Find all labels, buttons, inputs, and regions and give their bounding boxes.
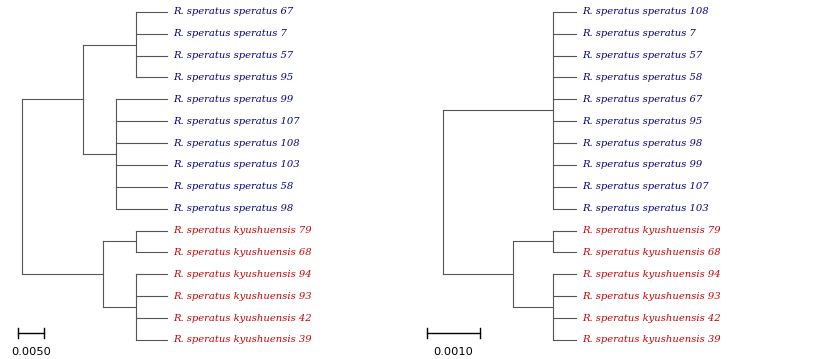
Text: R. speratus speratus 95: R. speratus speratus 95 [173, 73, 292, 82]
Text: R. speratus kyushuensis 79: R. speratus kyushuensis 79 [581, 226, 720, 235]
Text: R. speratus speratus 103: R. speratus speratus 103 [581, 204, 708, 213]
Text: R. speratus kyushuensis 94: R. speratus kyushuensis 94 [581, 270, 720, 279]
Text: R. speratus speratus 99: R. speratus speratus 99 [581, 160, 701, 169]
Text: R. speratus speratus 58: R. speratus speratus 58 [173, 182, 292, 191]
Text: R. speratus speratus 98: R. speratus speratus 98 [581, 139, 701, 148]
Text: R. speratus speratus 57: R. speratus speratus 57 [173, 51, 292, 60]
Text: 0.0010: 0.0010 [433, 347, 473, 357]
Text: R. speratus kyushuensis 79: R. speratus kyushuensis 79 [173, 226, 311, 235]
Text: R. speratus kyushuensis 93: R. speratus kyushuensis 93 [581, 292, 720, 301]
Text: R. speratus speratus 67: R. speratus speratus 67 [173, 7, 292, 17]
Text: R. speratus kyushuensis 68: R. speratus kyushuensis 68 [173, 248, 311, 257]
Text: R. speratus speratus 108: R. speratus speratus 108 [173, 139, 299, 148]
Text: R. speratus speratus 57: R. speratus speratus 57 [581, 51, 701, 60]
Text: R. speratus speratus 58: R. speratus speratus 58 [581, 73, 701, 82]
Text: R. speratus kyushuensis 42: R. speratus kyushuensis 42 [173, 313, 311, 322]
Text: R. speratus speratus 99: R. speratus speratus 99 [173, 95, 292, 104]
Text: R. speratus speratus 107: R. speratus speratus 107 [173, 117, 299, 126]
Text: 0.0050: 0.0050 [11, 347, 51, 357]
Text: R. speratus kyushuensis 39: R. speratus kyushuensis 39 [173, 335, 311, 344]
Text: R. speratus speratus 67: R. speratus speratus 67 [581, 95, 701, 104]
Text: R. speratus speratus 107: R. speratus speratus 107 [581, 182, 708, 191]
Text: R. speratus kyushuensis 93: R. speratus kyushuensis 93 [173, 292, 311, 301]
Text: R. speratus kyushuensis 94: R. speratus kyushuensis 94 [173, 270, 311, 279]
Text: R. speratus speratus 95: R. speratus speratus 95 [581, 117, 701, 126]
Text: R. speratus speratus 7: R. speratus speratus 7 [581, 29, 695, 38]
Text: R. speratus kyushuensis 39: R. speratus kyushuensis 39 [581, 335, 720, 344]
Text: R. speratus speratus 103: R. speratus speratus 103 [173, 160, 299, 169]
Text: R. speratus kyushuensis 68: R. speratus kyushuensis 68 [581, 248, 720, 257]
Text: R. speratus speratus 98: R. speratus speratus 98 [173, 204, 292, 213]
Text: R. speratus speratus 7: R. speratus speratus 7 [173, 29, 286, 38]
Text: R. speratus kyushuensis 42: R. speratus kyushuensis 42 [581, 313, 720, 322]
Text: R. speratus speratus 108: R. speratus speratus 108 [581, 7, 708, 17]
